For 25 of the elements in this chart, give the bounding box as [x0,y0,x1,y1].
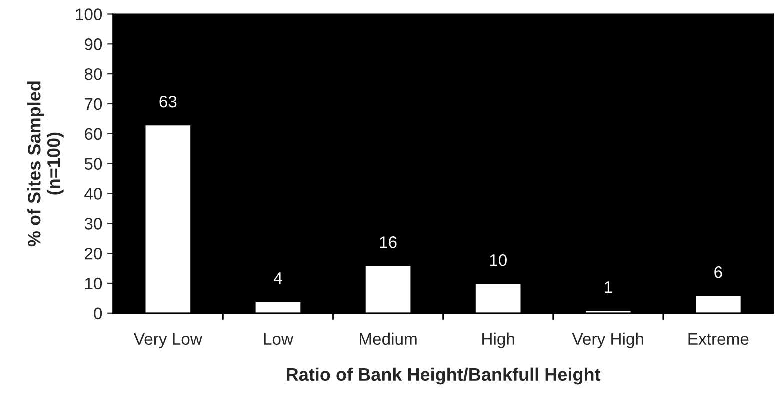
y-tick-label: 60 [85,128,102,140]
y-tick-label: 20 [85,248,102,260]
data-label: 6 [714,266,722,278]
y-tick-label: 80 [84,68,102,80]
y-tick-label: 100 [76,8,102,20]
x-tick-label: Low [264,333,294,346]
y-tick-label: 50 [84,158,102,170]
x-axis-title: Ratio of Bank Height/Bankfull Height [287,368,601,385]
y-tick-label: 30 [84,218,102,230]
x-tick-label: Medium [360,332,417,346]
data-label: 1 [605,282,612,294]
x-tick-label: Extreme [688,333,749,346]
data-label: 4 [274,272,282,284]
y-tick-label: 90 [84,38,102,50]
data-label: 10 [490,254,507,266]
y-axis-title: % of Sites Sampled (n=100) [28,82,64,247]
y-tick-label: 40 [84,188,102,200]
y-tick-label: 70 [85,98,102,110]
data-label: 63 [160,96,177,108]
x-tick-label: Very High [572,332,644,348]
y-tick-label: 0 [94,308,102,320]
data-label: 16 [380,236,397,248]
x-tick-label: Very Low [134,333,202,348]
x-tick-label: High [482,332,514,348]
y-tick-label: 10 [85,278,102,290]
